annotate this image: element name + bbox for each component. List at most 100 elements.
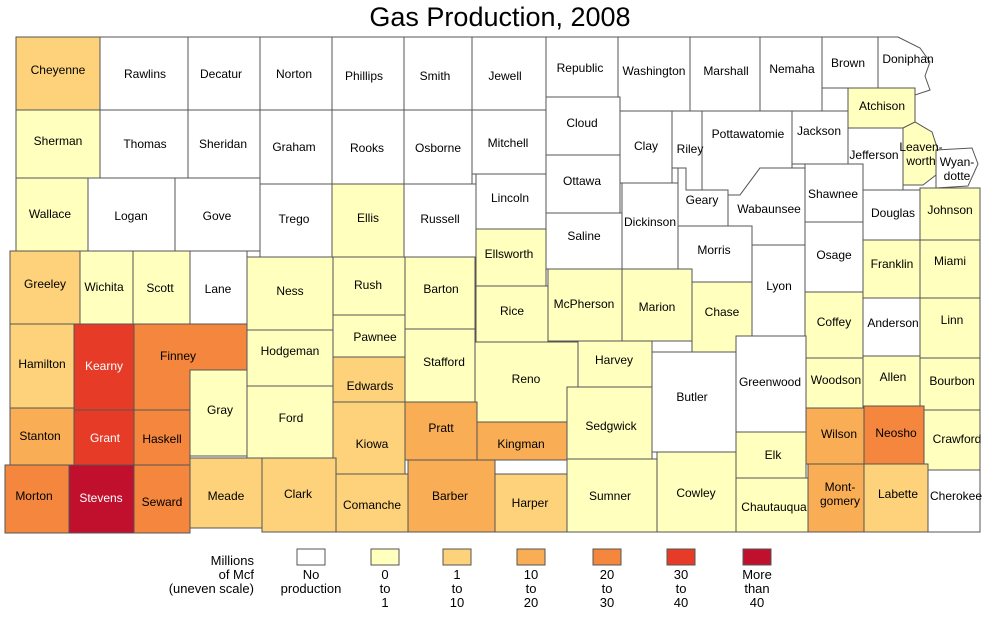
county-label-mcpherson: McPherson xyxy=(554,297,615,311)
county-layer xyxy=(4,36,981,534)
county-label-ness: Ness xyxy=(276,284,303,298)
county-label-montgomery: Mont-gomery xyxy=(820,480,860,508)
county-label-nemaha: Nemaha xyxy=(769,62,815,76)
county-label-phillips: Phillips xyxy=(345,69,383,83)
county-label-labette: Labette xyxy=(878,487,918,501)
legend-swatch xyxy=(592,548,622,566)
county-label-smith: Smith xyxy=(420,69,451,83)
county-label-stafford: Stafford xyxy=(423,355,465,369)
county-label-franklin: Franklin xyxy=(871,257,914,271)
county-label-marshall: Marshall xyxy=(703,64,748,78)
county-label-grant: Grant xyxy=(90,431,121,445)
county-label-johnson: Johnson xyxy=(927,203,972,217)
county-label-harper: Harper xyxy=(512,496,549,510)
county-label-cheyenne: Cheyenne xyxy=(31,63,86,77)
county-label-kingman: Kingman xyxy=(497,437,544,451)
county-label-pratt: Pratt xyxy=(428,421,454,435)
county-hodgeman xyxy=(246,329,334,387)
county-label-ottawa: Ottawa xyxy=(563,174,601,188)
county-label-cherokee: Cherokee xyxy=(930,489,982,503)
county-label-hodgeman: Hodgeman xyxy=(261,344,320,358)
county-label-reno: Reno xyxy=(512,372,541,386)
county-label-crawford: Crawford xyxy=(933,432,982,446)
county-label-lyon: Lyon xyxy=(766,279,792,293)
county-label-barton: Barton xyxy=(423,282,458,296)
legend-label: 10 to 20 xyxy=(524,567,538,610)
county-label-geary: Geary xyxy=(686,193,719,207)
county-label-decatur: Decatur xyxy=(200,67,242,81)
county-label-elk: Elk xyxy=(765,448,783,462)
county-label-republic: Republic xyxy=(557,61,604,75)
county-label-osborne: Osborne xyxy=(415,141,461,155)
county-label-kiowa: Kiowa xyxy=(356,437,389,451)
county-label-graham: Graham xyxy=(272,140,315,154)
county-label-shawnee: Shawnee xyxy=(808,187,858,201)
legend-label: 1 to 10 xyxy=(450,567,464,610)
county-label-wichita: Wichita xyxy=(84,280,124,294)
county-label-anderson: Anderson xyxy=(867,316,918,330)
county-label-barber: Barber xyxy=(432,489,468,503)
county-label-finney: Finney xyxy=(160,349,196,363)
county-label-greenwood: Greenwood xyxy=(739,375,801,389)
county-label-comanche: Comanche xyxy=(343,498,401,512)
county-label-russell: Russell xyxy=(420,212,459,226)
county-label-brown: Brown xyxy=(831,56,865,70)
county-label-bourbon: Bourbon xyxy=(929,374,974,388)
county-seward xyxy=(133,464,191,534)
legend-swatch xyxy=(296,548,326,566)
county-wyandotte xyxy=(935,147,979,189)
county-label-pawnee: Pawnee xyxy=(353,330,397,344)
legend-label: No production xyxy=(281,567,342,596)
county-label-rush: Rush xyxy=(354,278,382,292)
county-label-rice: Rice xyxy=(500,304,524,318)
county-label-mitchell: Mitchell xyxy=(488,136,529,150)
county-label-rooks: Rooks xyxy=(350,141,384,155)
county-label-sherman: Sherman xyxy=(34,134,83,148)
county-label-linn: Linn xyxy=(941,313,964,327)
county-label-morris: Morris xyxy=(697,243,730,257)
legend-swatch xyxy=(442,548,472,566)
county-label-pottawatomie: Pottawatomie xyxy=(712,127,785,141)
county-label-wabaunsee: Wabaunsee xyxy=(737,202,801,216)
county-label-jefferson: Jefferson xyxy=(849,148,898,162)
county-label-seward: Seward xyxy=(142,495,183,509)
legend-label: 20 to 30 xyxy=(600,567,614,610)
county-label-jackson: Jackson xyxy=(797,124,841,138)
county-label-lincoln: Lincoln xyxy=(491,191,529,205)
county-label-washington: Washington xyxy=(623,64,686,78)
county-label-lane: Lane xyxy=(205,282,232,296)
county-label-layer: Cheyenne Rawlins Decatur Norton Phillips Smit… xyxy=(15,52,982,514)
map-title: Gas Production, 2008 xyxy=(369,2,631,32)
county-label-marion: Marion xyxy=(639,300,676,314)
county-label-leavenworth: Leaven-worth xyxy=(899,140,942,168)
county-label-scott: Scott xyxy=(146,281,174,295)
county-label-doniphan: Doniphan xyxy=(882,52,933,66)
legend-label: 30 to 40 xyxy=(674,567,688,610)
county-label-hamilton: Hamilton xyxy=(18,357,65,371)
county-label-thomas: Thomas xyxy=(123,137,166,151)
county-label-edwards: Edwards xyxy=(347,379,394,393)
county-label-woodson: Woodson xyxy=(811,373,861,387)
county-label-chase: Chase xyxy=(705,305,740,319)
county-label-osage: Osage xyxy=(816,248,852,262)
legend-swatch xyxy=(742,548,772,566)
county-label-atchison: Atchison xyxy=(859,99,905,113)
county-label-allen: Allen xyxy=(880,370,907,384)
county-linn xyxy=(919,297,981,359)
county-label-wilson: Wilson xyxy=(821,427,857,441)
legend-swatch xyxy=(666,548,696,566)
county-cherokee xyxy=(927,469,981,533)
legend-swatch xyxy=(370,548,400,566)
county-label-gray: Gray xyxy=(207,403,233,417)
county-label-coffey: Coffey xyxy=(817,315,851,329)
legend-title: Millions of Mcf (uneven scale) xyxy=(169,553,255,596)
county-label-clark: Clark xyxy=(284,487,313,501)
county-label-sedgwick: Sedgwick xyxy=(585,419,637,433)
county-label-gove: Gove xyxy=(203,209,232,223)
county-label-ellis: Ellis xyxy=(357,211,379,225)
county-label-clay: Clay xyxy=(634,139,658,153)
county-label-stanton: Stanton xyxy=(19,429,60,443)
county-label-kearny: Kearny xyxy=(85,359,123,373)
county-label-sheridan: Sheridan xyxy=(199,137,247,151)
